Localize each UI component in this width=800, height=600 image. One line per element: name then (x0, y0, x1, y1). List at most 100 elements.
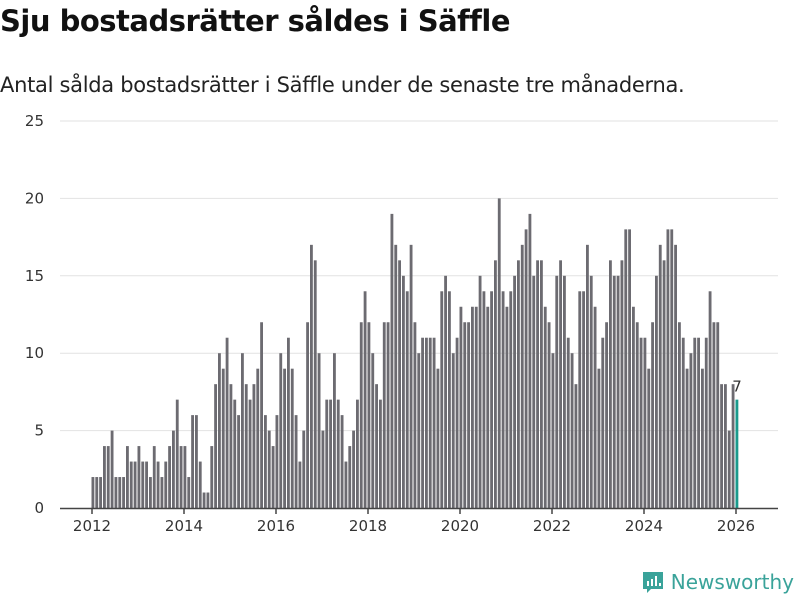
bar (463, 322, 467, 508)
bar (417, 353, 421, 508)
bar (352, 430, 355, 508)
bar (160, 477, 164, 508)
chart-title: Sju bostadsrätter såldes i Säffle (0, 4, 511, 38)
bar (639, 337, 643, 508)
bar (405, 291, 409, 508)
bar (720, 384, 723, 508)
y-tick-label: 0 (34, 499, 44, 517)
bar (494, 260, 497, 508)
bar (731, 384, 735, 508)
bar (202, 492, 206, 508)
bar (666, 229, 670, 509)
bar (306, 322, 309, 508)
bar (697, 337, 700, 508)
bar (616, 275, 620, 508)
bar (471, 306, 474, 508)
bar (586, 244, 589, 508)
bar (122, 477, 125, 508)
bar (478, 275, 482, 508)
bar (651, 322, 654, 508)
bar (727, 430, 731, 508)
x-tick-label: 2022 (533, 517, 571, 535)
bar (363, 291, 367, 508)
bar (152, 446, 156, 508)
bar (287, 337, 290, 508)
bar (172, 430, 175, 508)
gridlines (60, 120, 778, 432)
chart-subtitle: Antal sålda bostadsrätter i Säffle under… (0, 73, 685, 97)
bar (409, 244, 413, 508)
bar (221, 368, 225, 508)
bar (712, 322, 716, 508)
bar (551, 353, 555, 508)
bar (716, 322, 720, 508)
bar (402, 275, 405, 508)
bar (145, 461, 148, 508)
x-tick-label: 2016 (257, 517, 295, 535)
bar (317, 353, 321, 508)
bar (133, 461, 137, 508)
bar (413, 322, 417, 508)
bar (520, 244, 524, 508)
bar (99, 477, 102, 508)
bar (333, 353, 336, 508)
bar (336, 399, 340, 508)
bar (340, 415, 344, 508)
bar (701, 368, 704, 508)
bar (655, 275, 658, 508)
bar (164, 461, 168, 508)
bar (141, 461, 145, 508)
bar (264, 415, 267, 508)
bar (106, 446, 110, 508)
x-tick-label: 2012 (73, 517, 111, 535)
x-tick-label: 2014 (165, 517, 203, 535)
bar (310, 244, 313, 508)
bar (394, 244, 398, 508)
bar (474, 306, 478, 508)
x-tick-label: 2018 (349, 517, 387, 535)
bar (670, 229, 674, 509)
bar (658, 244, 662, 508)
bar (459, 306, 463, 508)
x-tick-label: 2026 (717, 517, 755, 535)
bar (229, 384, 233, 508)
bar (382, 322, 386, 508)
y-tick-label: 25 (25, 112, 44, 130)
bar (570, 353, 574, 508)
x-axis: 2012 2014 2016 2018 2020 2022 2024 2026 (60, 507, 778, 535)
bar (543, 306, 547, 508)
bar (218, 353, 221, 508)
bar (612, 275, 616, 508)
bar (129, 461, 133, 508)
bar (509, 291, 513, 508)
bar (505, 306, 509, 508)
bar (290, 368, 294, 508)
bar (578, 291, 582, 508)
bar (547, 322, 551, 508)
bar (624, 229, 628, 509)
bar (724, 384, 727, 508)
bar (168, 446, 171, 508)
bar (313, 260, 317, 508)
bar (601, 337, 605, 508)
bar (482, 291, 486, 508)
bar (605, 322, 608, 508)
bar (448, 291, 451, 508)
bar (321, 430, 325, 508)
bar (436, 368, 440, 508)
bar (678, 322, 681, 508)
brand-name: Newsworthy (670, 570, 794, 594)
bar (187, 477, 191, 508)
bar (191, 415, 194, 508)
bar (271, 446, 275, 508)
bar (647, 368, 651, 508)
bar (689, 353, 693, 508)
bar (156, 461, 160, 508)
bar (386, 322, 390, 508)
bar (206, 492, 210, 508)
bar (359, 322, 363, 508)
bar (574, 384, 578, 508)
annotations: 7 (732, 378, 742, 396)
bar (302, 430, 306, 508)
